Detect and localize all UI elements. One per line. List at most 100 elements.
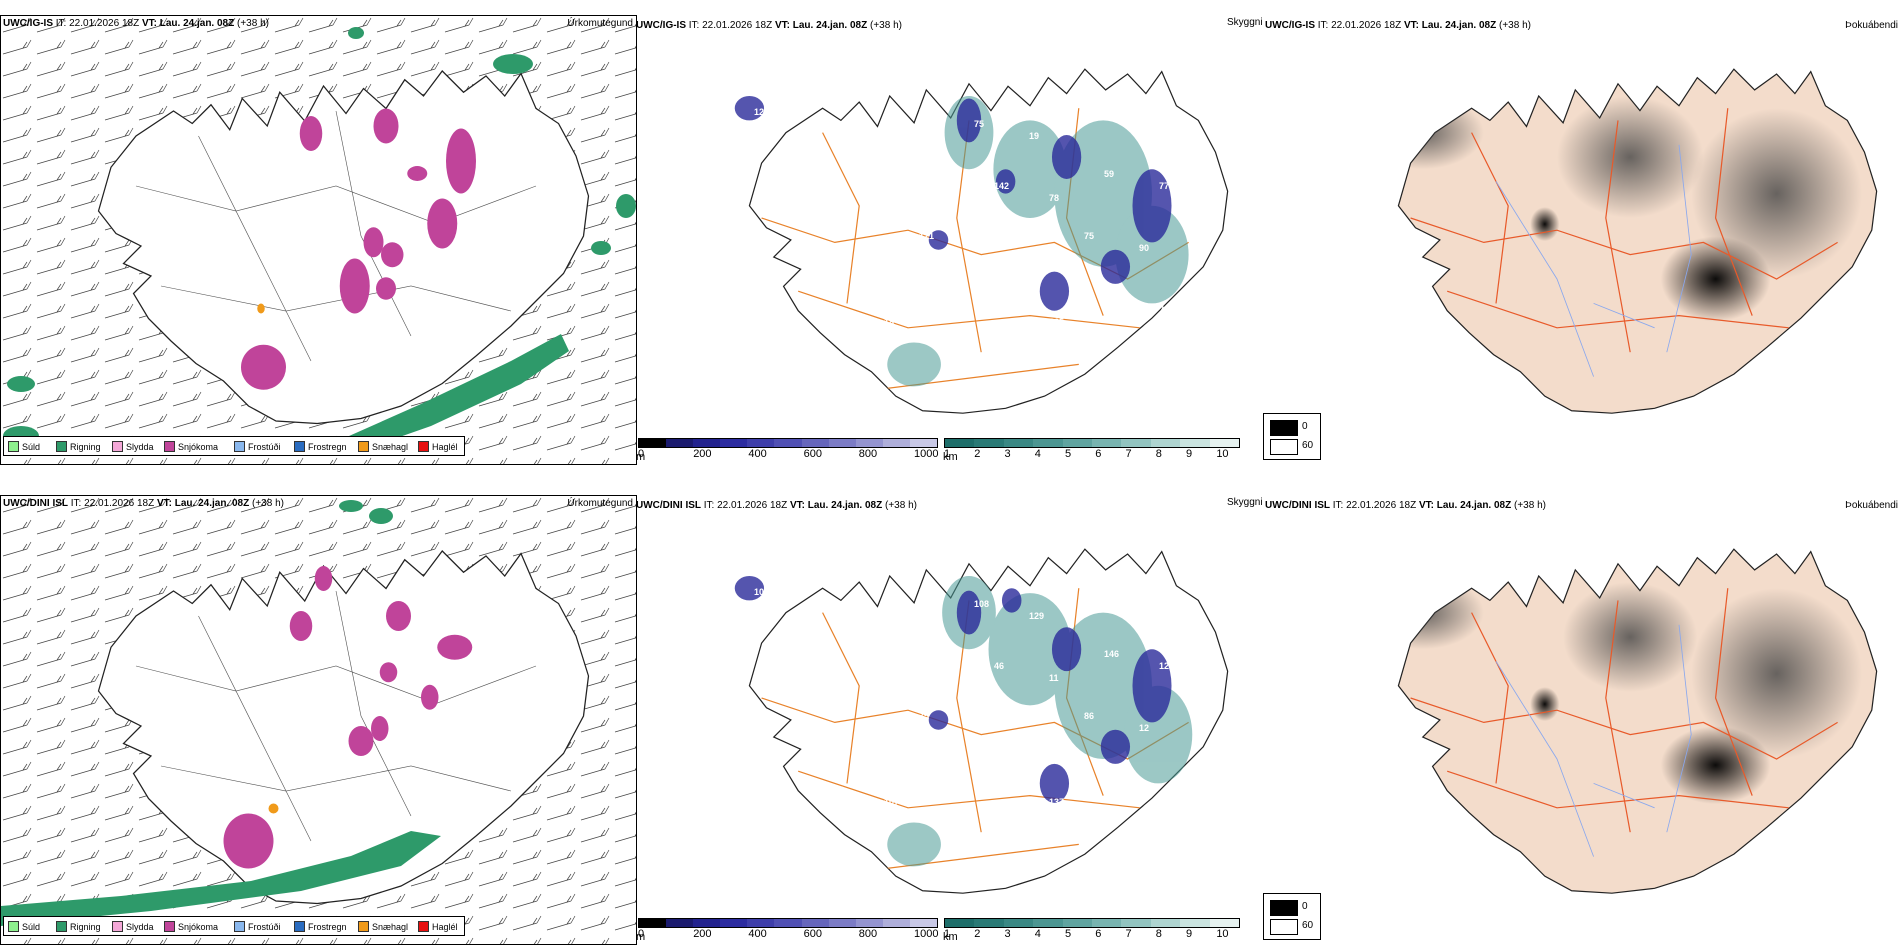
- cloud-base-label: 121: [919, 231, 934, 241]
- legend-label: Haglél: [432, 921, 458, 932]
- cloud-header-row2: UWC/DINI ISL IT: 22.01.2026 18Z VT: Lau.…: [636, 500, 917, 511]
- cloud-base-label: 82: [829, 661, 839, 671]
- vt-value: Lau. 24.jan. 08Z: [1436, 500, 1512, 511]
- it-value: 22.01.2026 18Z: [717, 500, 788, 511]
- vt-value: Lau. 24.jan. 08Z: [159, 18, 235, 29]
- colorbar-cell: [909, 919, 938, 927]
- fog-legend-row2: 0 60: [1263, 893, 1321, 940]
- swatch-snaehagl: [358, 441, 369, 452]
- colorbar-cell: [974, 439, 1004, 447]
- swatch-slydda: [112, 921, 123, 932]
- legend-item: Súld: [8, 921, 40, 932]
- colorbar-tick: 7: [1125, 448, 1132, 460]
- legend-label: Haglél: [432, 441, 458, 452]
- colorbar-cell: [666, 439, 694, 447]
- base-ticks: 0 200 400 600 800 1000: [638, 448, 938, 460]
- cloud-base-label: 46: [994, 661, 1004, 671]
- cloud-base-label: 53: [1139, 599, 1149, 609]
- cloud-base-label: 265: [1049, 317, 1064, 327]
- colorbar-tick: 9: [1186, 928, 1193, 940]
- colorbar-cell: [828, 919, 856, 927]
- cloud-base-label: 257: [939, 649, 954, 659]
- legend-item: Haglél: [418, 921, 458, 932]
- legend-item: Frostúði: [234, 441, 281, 452]
- cloud-numbers-row1: 128 94 76 88 75 19 154 99 106 92 78 125 142 78 59 77 87 1…: [754, 107, 1169, 327]
- legend-item: Frostregn: [294, 441, 347, 452]
- precip-legend-row2: Súld Rigning Slydda Snjókoma Frostúði Fr…: [3, 916, 465, 936]
- cloud-base-label: 63: [829, 305, 839, 315]
- cloud-base-label: 75: [919, 711, 929, 721]
- vt-label: VT:: [156, 498, 172, 509]
- colorbar-cell: [639, 439, 667, 447]
- legend-item: Snjókoma: [164, 441, 218, 452]
- cloud-base-label: 28: [864, 255, 874, 265]
- colorbar-tick: 8: [1155, 928, 1162, 940]
- it-value: 22.01.2026 18Z: [69, 18, 140, 29]
- fog-title-row1: Þokuábendi: [1845, 20, 1898, 31]
- lead-time: (+38 h): [885, 500, 917, 511]
- colorbar-cell: [945, 919, 975, 927]
- cloud-base-label: 77: [1159, 181, 1169, 191]
- cloud-base-label: 166: [829, 785, 844, 795]
- model-name: UWC/IG-IS: [3, 18, 53, 29]
- legend-label: Snæhagl: [372, 441, 409, 452]
- colorbar-cell: [1092, 919, 1122, 927]
- swatch-slydda: [112, 441, 123, 452]
- colorbar-cell: [747, 919, 775, 927]
- colorbar-cell: [1062, 919, 1093, 927]
- colorbar-tick: 600: [803, 448, 822, 460]
- it-label: IT:: [688, 20, 700, 31]
- vis-cells: [944, 918, 1240, 928]
- colorbar-tick: 1000: [914, 448, 939, 460]
- cloud-base-label: 13: [809, 723, 819, 733]
- vt-value: Lau. 24.jan. 08Z: [174, 498, 250, 509]
- vt-label: VT:: [1418, 500, 1434, 511]
- colorbar-tick: 200: [693, 928, 712, 940]
- cloud-base-label: 106: [774, 169, 789, 179]
- swatch-rigning: [56, 441, 67, 452]
- cloud-base-label: 71: [1159, 305, 1169, 315]
- swatch-sudd: [8, 921, 19, 932]
- cloud-base-label: 90: [1139, 243, 1149, 253]
- fog-swatch-high: [1270, 900, 1298, 916]
- colorbar-cell: [855, 919, 883, 927]
- model-name: UWC/DINI ISL: [1265, 500, 1330, 511]
- colorbar-tick: 400: [748, 928, 767, 940]
- cloud-base-label: 129: [1029, 611, 1044, 621]
- colorbar-cell: [1121, 919, 1151, 927]
- legend-item: Slydda: [112, 921, 154, 932]
- vis-unit-row1: km: [943, 451, 958, 463]
- cloud-base-label: 99: [1139, 119, 1149, 129]
- cloud-base-label: 16: [974, 723, 984, 733]
- base-colorbar-row1: 0 200 400 600 800 1000: [638, 438, 938, 460]
- lead-time: (+38 h): [1514, 500, 1546, 511]
- colorbar-cell: [747, 439, 775, 447]
- legend-item: Snjókoma: [164, 921, 218, 932]
- cloud-base-label: 18: [884, 317, 894, 327]
- cloud-base-label: 37: [774, 649, 784, 659]
- colorbar-tick: 8: [1155, 448, 1162, 460]
- cloud-base-label: 105: [1029, 255, 1044, 265]
- vt-value: Lau. 24.jan. 08Z: [792, 20, 868, 31]
- colorbar-cell: [909, 439, 938, 447]
- cloud-base-label: 23: [1104, 773, 1114, 783]
- colorbar-tick: 3: [1004, 928, 1011, 940]
- vt-label: VT:: [1403, 20, 1419, 31]
- legend-item: Frostúði: [234, 921, 281, 932]
- cloud-base-label: 142: [994, 181, 1009, 191]
- swatch-snjokoma: [164, 921, 175, 932]
- colorbar-tick: 2: [974, 928, 981, 940]
- it-value: 22.01.2026 18Z: [84, 498, 155, 509]
- colorbar-tick: 10: [1216, 448, 1229, 460]
- cloud-base-label: 108: [974, 599, 989, 609]
- cloud-base-label: 76: [864, 131, 874, 141]
- colorbar-cell: [1092, 439, 1122, 447]
- precip-title-row2: Úrkomutegund: [567, 498, 633, 509]
- cloud-base-label: 107: [884, 797, 899, 807]
- legend-label: Snjókoma: [178, 921, 219, 932]
- lead-time: (+38 h): [870, 20, 902, 31]
- colorbar-tick: 5: [1065, 928, 1072, 940]
- vis-colorbar-row1: 1 2 3 4 5 6 7 8 9 10: [944, 438, 1240, 460]
- colorbar-tick: 1: [944, 448, 951, 460]
- colorbar-tick: 1000: [914, 928, 939, 940]
